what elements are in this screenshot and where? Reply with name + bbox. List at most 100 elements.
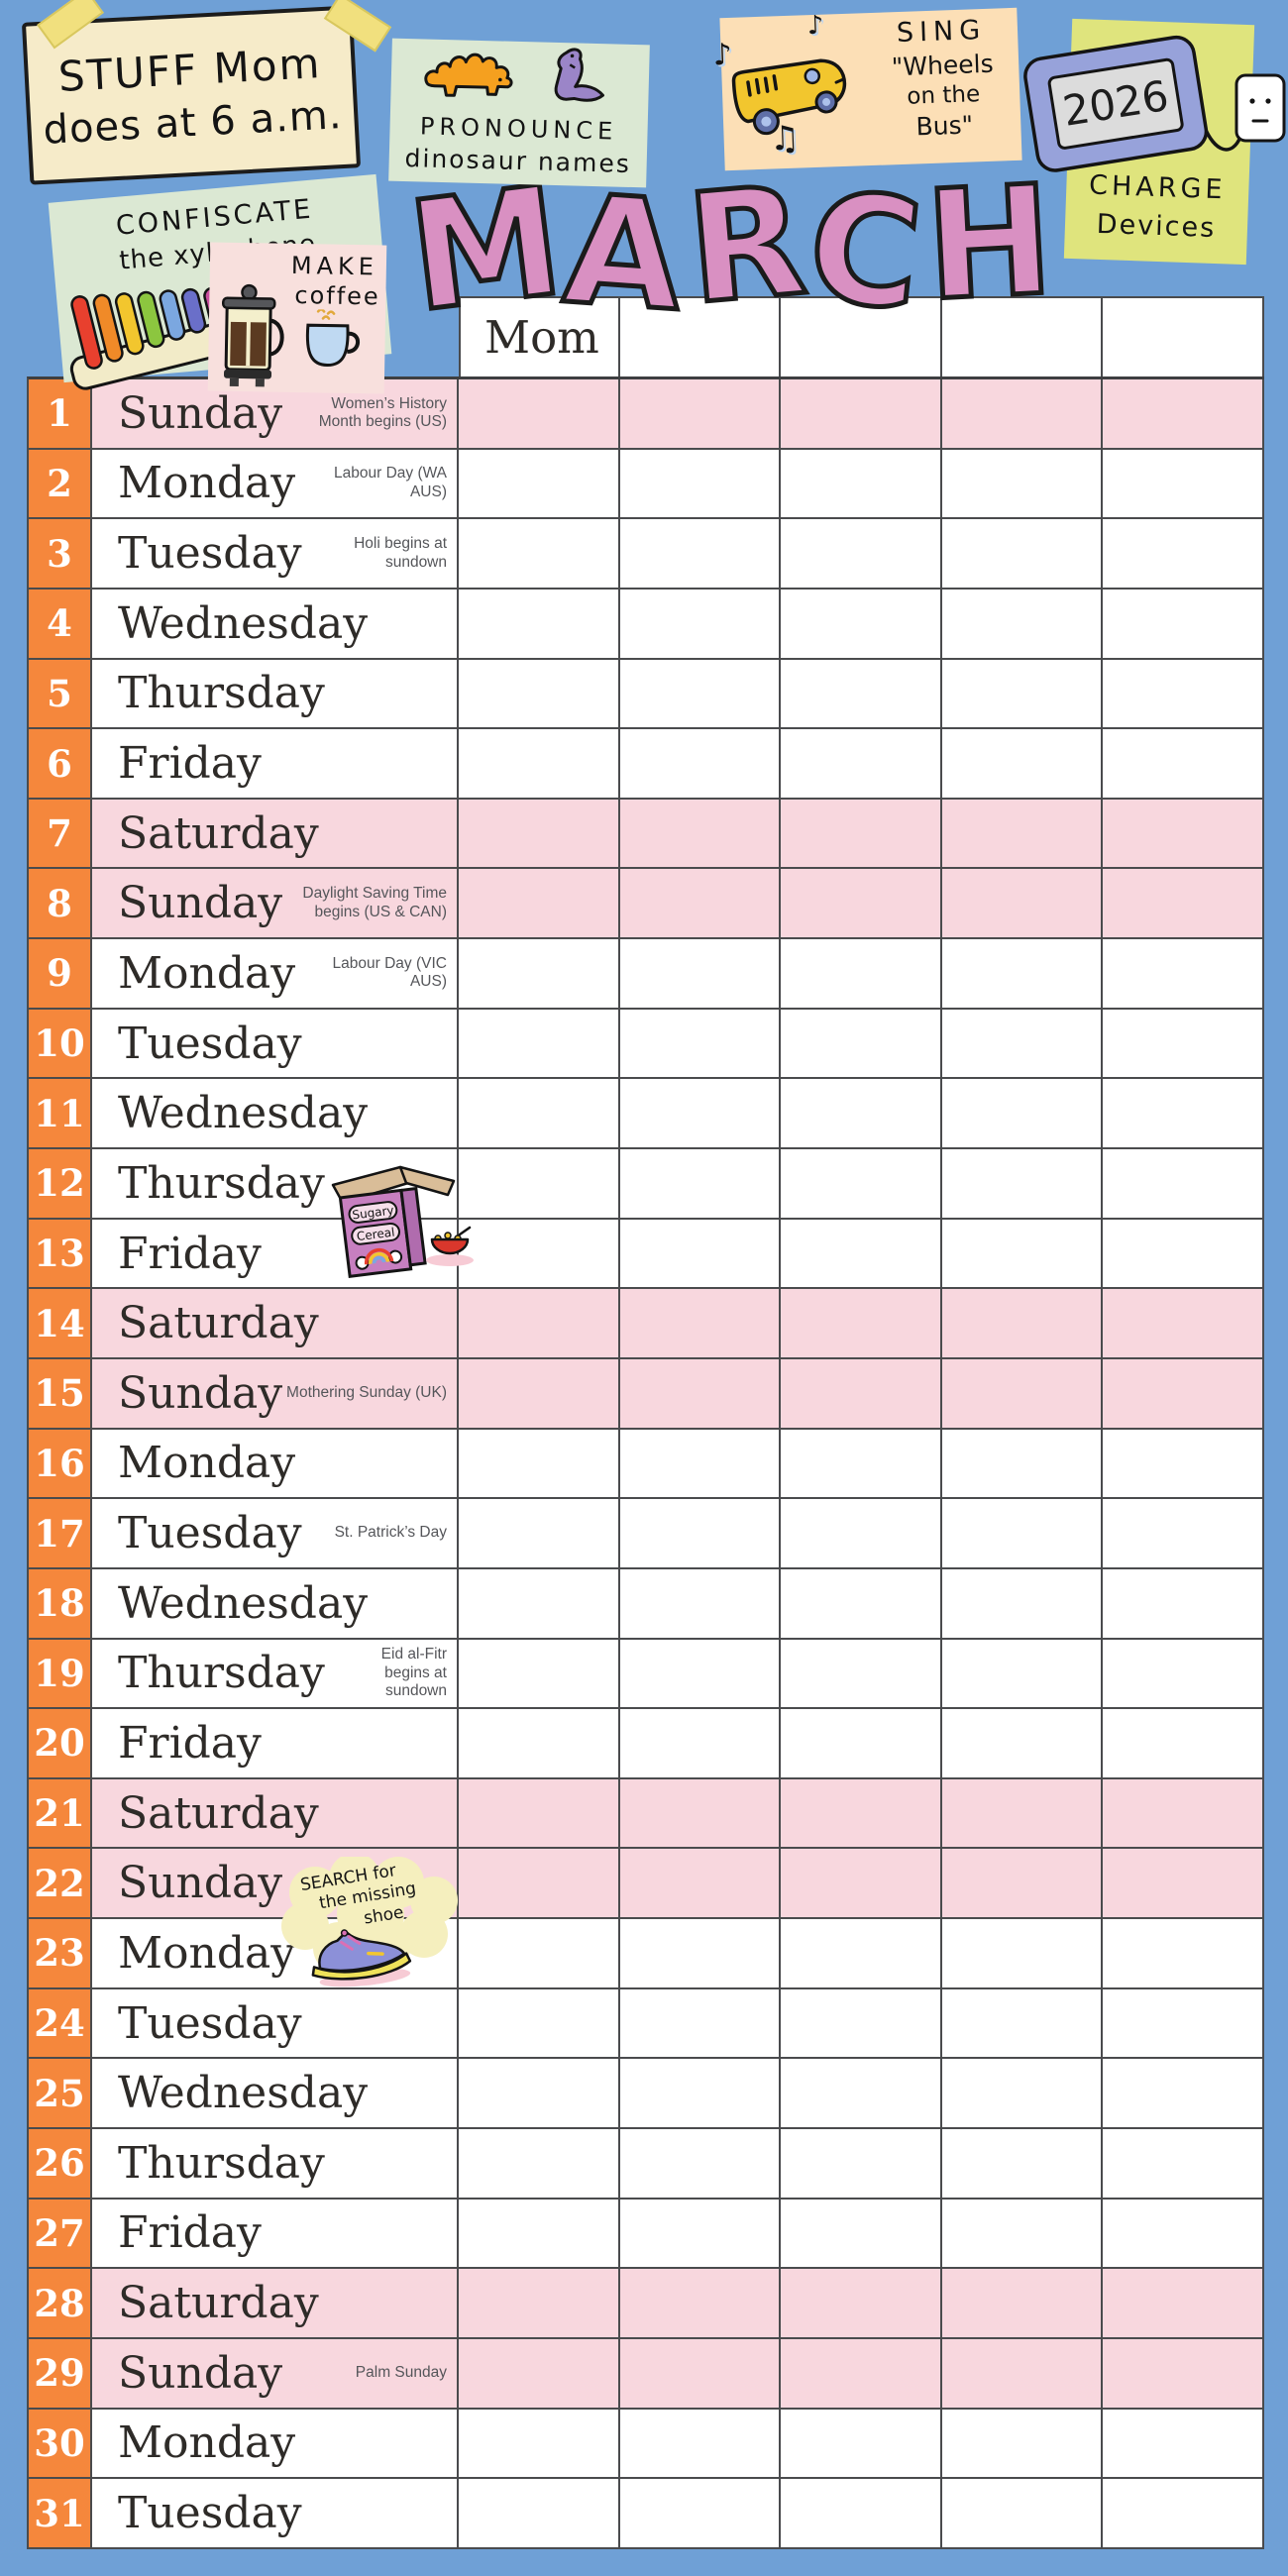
entry-cell: [1103, 1429, 1264, 1500]
calendar-day-row: 29 Sunday Palm Sunday: [29, 2338, 1264, 2410]
day-cell: Friday: [92, 2199, 459, 2270]
entry-cell: [619, 2479, 782, 2549]
date-number: 9: [29, 939, 92, 1010]
day-name: Tuesday: [118, 1018, 302, 1069]
french-press-icon: [216, 276, 287, 390]
entry-cell: [1103, 659, 1264, 730]
calendar-day-row: 17 Tuesday St. Patrick’s Day: [29, 1499, 1264, 1569]
calendar-day-row: 26 Thursday: [29, 2129, 1264, 2200]
day-name: Thursday: [118, 2137, 325, 2189]
day-cell: Friday: [92, 729, 459, 800]
calendar-day-row: 23 Monday: [29, 1919, 1264, 1989]
entry-cell: [781, 1289, 942, 1359]
entry-cell: [941, 589, 1104, 660]
entry-cell: [941, 1079, 1104, 1150]
entry-cell: [941, 1499, 1104, 1569]
entry-cell: [781, 799, 942, 870]
entry-cell: [619, 1149, 782, 1220]
entry-cell: [1103, 1849, 1264, 1920]
calendar-day-row: 18 Wednesday: [29, 1568, 1264, 1640]
entry-cell: [459, 1079, 620, 1150]
entry-cell: [619, 589, 782, 660]
entry-cell: [619, 379, 782, 450]
entry-cell: [1103, 1988, 1264, 2060]
trex-icon: [554, 48, 604, 102]
entry-cell: [781, 1219, 942, 1290]
day-cell: Tuesday: [92, 1988, 459, 2060]
date-number: 6: [29, 729, 92, 800]
note-charge-line2: Devices: [1096, 208, 1217, 245]
note-coffee-line1: MAKE: [290, 251, 379, 281]
day-name: Monday: [118, 1438, 296, 1489]
entry-cell: [459, 729, 620, 800]
day-cell: Thursday Eid al-Fitr begins at sundown: [92, 1639, 459, 1710]
date-number: 12: [29, 1149, 92, 1220]
entry-cell: [781, 2059, 942, 2130]
entry-cell: [941, 2199, 1104, 2270]
calendar-day-row: 30 Monday: [29, 2409, 1264, 2480]
calendar-day-row: 19 Thursday Eid al-Fitr begins at sundow…: [29, 1639, 1264, 1710]
entry-cell: [459, 1919, 620, 1989]
date-number: 11: [29, 1079, 92, 1150]
entry-cell: [459, 1568, 620, 1640]
entry-cell: [781, 2479, 942, 2549]
stegosaurus-icon: [424, 53, 513, 97]
entry-cell: [781, 1079, 942, 1150]
date-number: 14: [29, 1289, 92, 1359]
calendar-day-row: 25 Wednesday: [29, 2059, 1264, 2130]
entry-cell: [1103, 1219, 1264, 1290]
day-name: Sunday: [118, 1858, 283, 1909]
entry-cell: [941, 2338, 1104, 2410]
entry-cell: [941, 1149, 1104, 1220]
entry-cell: [459, 1499, 620, 1569]
holiday-label: Holi begins at sundown: [354, 535, 447, 571]
header-cell-blank: [941, 296, 1104, 376]
entry-cell: [1103, 2129, 1264, 2200]
entry-cell: [1103, 1499, 1264, 1569]
entry-cell: [619, 869, 782, 940]
tablet-icon: 2026: [1023, 35, 1209, 172]
day-cell: Saturday: [92, 1778, 459, 1850]
day-name: Tuesday: [118, 2488, 302, 2539]
entry-cell: [459, 2059, 620, 2130]
entry-cell: [619, 2409, 782, 2480]
day-name: Wednesday: [118, 1577, 369, 1629]
date-number: 26: [29, 2129, 92, 2200]
holiday-label: Eid al-Fitr begins at sundown: [380, 1645, 447, 1700]
entry-cell: [941, 2269, 1104, 2339]
entry-cell: [459, 2338, 620, 2410]
day-name: Tuesday: [118, 1508, 302, 1559]
day-cell: Saturday: [92, 2269, 459, 2339]
note-stuff-line2: does at 6 a.m.: [42, 91, 344, 154]
date-number: 10: [29, 1009, 92, 1080]
entry-cell: [781, 2338, 942, 2410]
entry-cell: [781, 2129, 942, 2200]
day-name: Monday: [118, 1927, 296, 1979]
entry-cell: [459, 2199, 620, 2270]
entry-cell: [941, 1778, 1104, 1850]
calendar-day-row: 1 Sunday Women’s History Month begins (U…: [29, 379, 1264, 450]
title-letter: C: [798, 156, 930, 347]
entry-cell: [941, 659, 1104, 730]
entry-cell: [459, 869, 620, 940]
date-number: 27: [29, 2199, 92, 2270]
entry-cell: [619, 1778, 782, 1850]
date-number: 31: [29, 2479, 92, 2549]
note-pronounce-line1: PRONOUNCE: [419, 112, 618, 146]
entry-cell: [459, 939, 620, 1010]
entry-cell: [459, 1429, 620, 1500]
entry-cell: [941, 799, 1104, 870]
calendar-day-row: 10 Tuesday: [29, 1009, 1264, 1080]
note-sing-line1: SING: [896, 14, 987, 50]
note-coffee-line2: coffee: [294, 280, 380, 311]
entry-cell: [941, 1639, 1104, 1710]
entry-cell: [941, 1009, 1104, 1080]
entry-cell: [1103, 2338, 1264, 2410]
day-cell: Tuesday St. Patrick’s Day: [92, 1499, 459, 1569]
date-number: 21: [29, 1778, 92, 1850]
date-number: 15: [29, 1358, 92, 1430]
note-stuff-line1: STUFF Mom: [56, 38, 323, 101]
day-cell: Tuesday Holi begins at sundown: [92, 519, 459, 590]
date-number: 25: [29, 2059, 92, 2130]
entry-cell: [619, 2129, 782, 2200]
